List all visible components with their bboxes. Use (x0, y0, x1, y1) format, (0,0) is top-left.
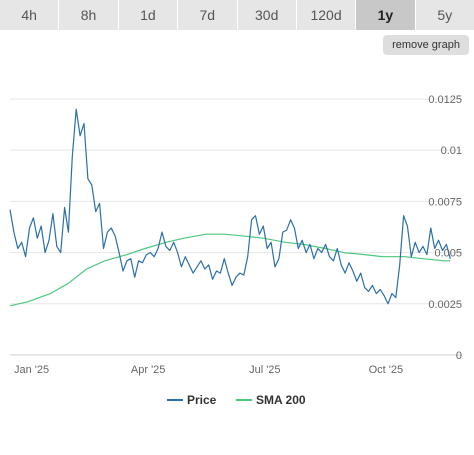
x-axis: Jan '25 Apr '25 Jul '25 Oct '25 (14, 364, 403, 376)
tab-4h[interactable]: 4h (0, 0, 60, 30)
series-layer (9, 108, 451, 307)
sma-200-line (9, 233, 451, 307)
y-tick-label: 0.01 (441, 145, 462, 157)
tab-1d[interactable]: 1d (118, 0, 179, 30)
tab-30d[interactable]: 30d (237, 0, 297, 30)
legend-price-label: Price (187, 393, 217, 407)
y-tick-label: 0.0025 (428, 299, 462, 311)
legend-sma-200[interactable]: SMA 200 (236, 393, 306, 407)
tab-7d[interactable]: 7d (178, 0, 238, 30)
legend-price[interactable]: Price (167, 393, 217, 407)
legend[interactable]: Price SMA 200 (167, 393, 306, 407)
tab-5y[interactable]: 5y (415, 0, 474, 30)
tab-1y[interactable]: 1y (356, 0, 416, 30)
legend-sma-200-label: SMA 200 (256, 393, 306, 407)
y-tick-label: 0.0125 (428, 94, 462, 106)
y-axis: 0 0.0025 0.005 0.0075 0.01 0.0125 (428, 94, 462, 362)
x-tick-label: Oct '25 (369, 364, 404, 376)
price-chart: 0 0.0025 0.005 0.0075 0.01 0.0125 Jan '25 Apr … (9, 94, 462, 407)
y-tick-label: 0.0075 (428, 196, 462, 208)
x-tick-label: Apr '25 (131, 364, 166, 376)
y-tick-label: 0 (456, 350, 462, 362)
x-tick-label: Jan '25 (14, 364, 49, 376)
tab-8h[interactable]: 8h (59, 0, 119, 30)
remove-graph-button[interactable]: remove graph (383, 35, 469, 55)
price-line (9, 108, 451, 305)
tab-120d[interactable]: 120d (296, 0, 357, 30)
timeframe-tabs: 4h 8h 1d 7d 30d 120d 1y 5y (0, 0, 474, 30)
x-tick-label: Jul '25 (249, 364, 280, 376)
y-tick-label: 0.005 (434, 248, 462, 260)
gridlines (10, 98, 462, 356)
